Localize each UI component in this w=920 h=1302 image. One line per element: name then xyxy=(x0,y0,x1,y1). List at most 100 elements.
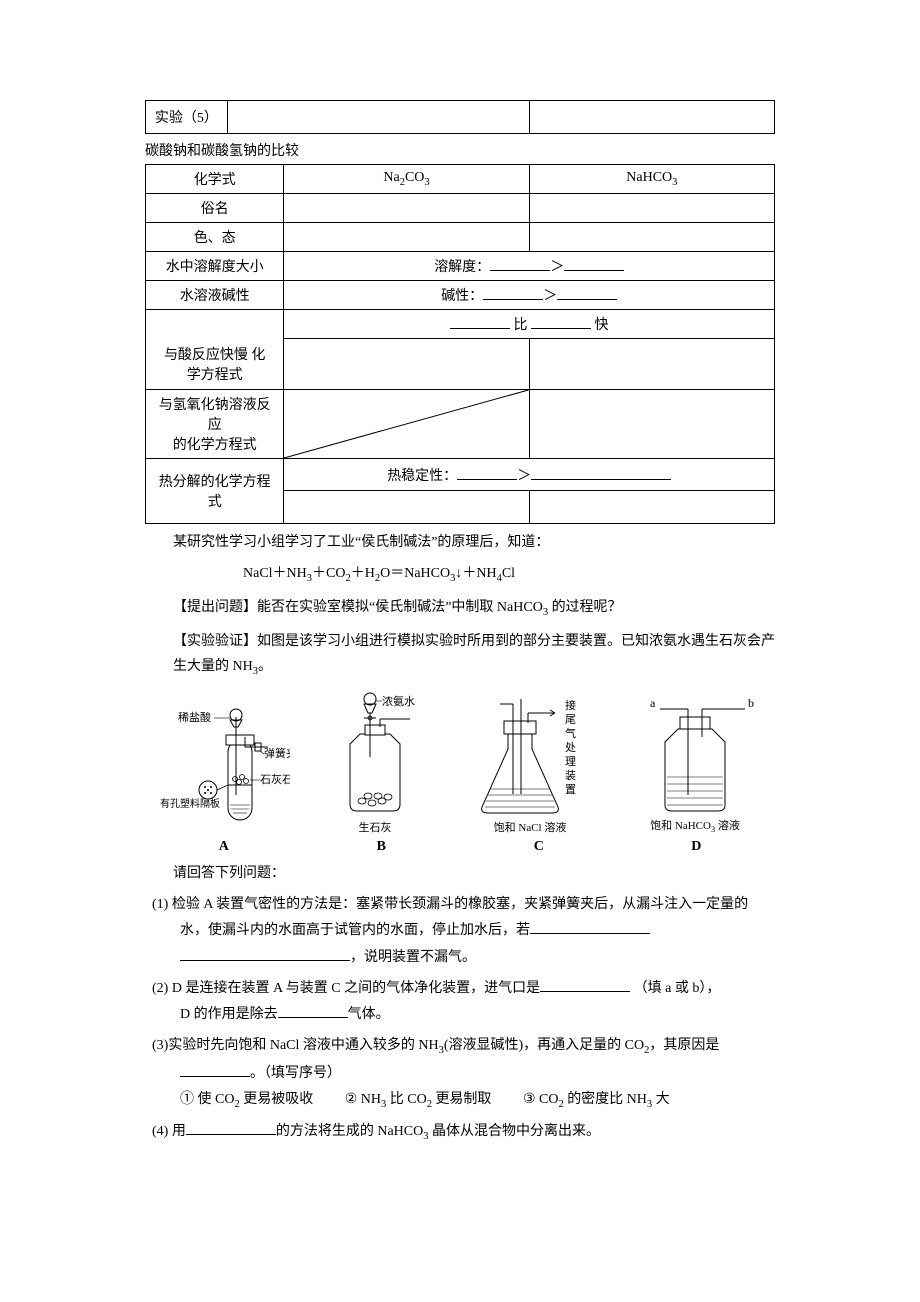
th-nahco3: NaHCO3 xyxy=(529,165,774,194)
blank xyxy=(564,256,624,271)
section-title-compare: 碳酸钠和碳酸氢钠的比较 xyxy=(145,140,775,160)
label-tail4: 处 xyxy=(565,741,576,754)
row-acid-label: 与酸反应快慢 化 学方程式 xyxy=(146,310,284,390)
q1-num: (1) xyxy=(152,897,168,912)
label-tail5: 理 xyxy=(565,755,576,768)
gt-sign: ＞ xyxy=(517,469,531,484)
answer-intro: 请回答下列问题： xyxy=(145,861,775,886)
acid-mid: 比 xyxy=(513,318,527,333)
q-raise-label: 【提出问题】 xyxy=(173,600,257,615)
solub-prefix: 溶解度： xyxy=(434,260,490,275)
label-tail6: 装 xyxy=(565,769,576,782)
gt-sign: ＞ xyxy=(543,289,557,304)
apparatus-c: 接 尾 气 处 理 装 置 饱和 NaCl 溶液 xyxy=(460,689,600,835)
q4-text2: 的方法将生成的 NaHCO3 晶体从混合物中分离出来。 xyxy=(276,1124,600,1139)
row-setai-c2 xyxy=(284,223,529,252)
apparatus-a: 稀盐酸 弹簧夹 石灰石 有孔塑料隔板 xyxy=(160,705,290,835)
label-nacl: 饱和 NaCl 溶液 xyxy=(494,819,567,835)
experiment-cell-mid xyxy=(227,101,529,134)
apparatus-b-svg: 浓氨水 xyxy=(320,689,430,819)
q3: (3)实验时先向饱和 NaCl 溶液中通入较多的 NH3(溶液显碱性)，再通入足… xyxy=(145,1033,775,1115)
q3-opt1: ① 使 CO2 更易被吸收 xyxy=(180,1087,313,1115)
acid-label-l2: 学方程式 xyxy=(187,368,243,383)
label-board: 有孔塑料隔板 xyxy=(160,797,220,810)
label-spring: 弹簧夹 xyxy=(264,746,290,760)
blank xyxy=(531,465,671,480)
apparatus-c-svg: 接 尾 气 处 理 装 置 xyxy=(460,689,600,819)
thermal-prefix: 热稳定性： xyxy=(387,469,457,484)
q2-text1: D 是连接在装置 A 与装置 C 之间的气体净化装置，进气口是 xyxy=(168,981,540,996)
q3-num: (3) xyxy=(152,1038,168,1053)
q1-text2: ，说明装置不漏气。 xyxy=(350,950,476,965)
apparatus-d: a b 饱和 NaHCO3 溶液 xyxy=(630,687,760,834)
label-ammonia: 浓氨水 xyxy=(382,695,415,708)
blank xyxy=(490,256,550,271)
label-tail7: 置 xyxy=(565,783,576,796)
row-naoh-diag xyxy=(284,390,529,459)
q2-num: (2) xyxy=(152,981,168,996)
q1-text1: 检验 A 装置气密性的方法是：塞紧带长颈漏斗的橡胶塞，夹紧弹簧夹后，从漏斗注入一… xyxy=(168,897,748,939)
gt-sign: ＞ xyxy=(550,260,564,275)
row-solub-label: 水中溶解度大小 xyxy=(146,252,284,281)
row-alk-label: 水溶液碱性 xyxy=(146,281,284,310)
q2: (2) D 是连接在装置 A 与装置 C 之间的气体净化装置，进气口是 （填 a… xyxy=(145,976,775,1029)
experiment-cell-label: 实验（5） xyxy=(146,101,228,134)
row-setai-label: 色、态 xyxy=(146,223,284,252)
naoh-l1: 与氢氧化钠溶液反应 xyxy=(159,398,271,433)
blank xyxy=(186,1120,276,1135)
verify: 【实验验证】如图是该学习小组进行模拟实验时所用到的部分主要装置。已知浓氨水遇生石… xyxy=(145,629,775,682)
letter-d: D xyxy=(618,839,776,855)
acid-end: 快 xyxy=(594,318,608,333)
q3-opt2: ② NH3 比 CO2 更易制取 xyxy=(345,1087,492,1115)
q4-num: (4) xyxy=(152,1124,168,1139)
blank xyxy=(180,1062,250,1077)
row-acid-c2 xyxy=(284,339,529,390)
label-a: a xyxy=(650,696,656,710)
naoh-l2: 的化学方程式 xyxy=(173,438,257,453)
alk-prefix: 碱性： xyxy=(441,289,483,304)
row-suming-c3 xyxy=(529,194,774,223)
q2-text2: D 的作用是除去 xyxy=(180,1007,278,1022)
q2-text3: 气体。 xyxy=(348,1007,390,1022)
blank xyxy=(278,1003,348,1018)
blank xyxy=(457,465,517,480)
question-raise: 【提出问题】能否在实验室模拟“侯氏制碱法”中制取 NaHCO3 的过程呢？ xyxy=(145,595,775,623)
acid-label-l1: 与酸反应快慢 化 xyxy=(164,348,266,363)
verify-text: 如图是该学习小组进行模拟实验时所用到的部分主要装置。已知浓氨水遇生石灰会产生大量… xyxy=(173,634,775,674)
row-thermal-top: 热稳定性： ＞ xyxy=(284,459,775,491)
row-naoh-c3 xyxy=(529,390,774,459)
experiment-table: 实验（5） xyxy=(145,100,775,134)
row-alk-content: 碱性： ＞ xyxy=(284,281,775,310)
label-tail2: 尾 xyxy=(565,713,576,726)
apparatus-a-svg: 稀盐酸 弹簧夹 石灰石 有孔塑料隔板 xyxy=(160,705,290,835)
row-naoh-label: 与氢氧化钠溶液反应 的化学方程式 xyxy=(146,390,284,459)
blank xyxy=(450,314,510,329)
q3-text1: 实验时先向饱和 NaCl 溶液中通入较多的 NH3(溶液显碱性)，再通入足量的 … xyxy=(168,1038,719,1053)
letter-c: C xyxy=(460,839,618,855)
body-intro: 某研究性学习小组学习了工业“侯氏制碱法”的原理后，知道： xyxy=(145,530,775,555)
label-nahco3: 饱和 NaHCO3 溶液 xyxy=(650,817,740,834)
label-limestone: 石灰石 xyxy=(260,772,290,786)
blank xyxy=(483,285,543,300)
q4: (4) 用 的方法将生成的 NaHCO3 晶体从混合物中分离出来。 xyxy=(145,1119,775,1147)
q2-hint: （填 a 或 b）， xyxy=(634,981,721,996)
row-suming-c2 xyxy=(284,194,529,223)
row-acid-top: 比 快 xyxy=(284,310,775,339)
label-b: b xyxy=(748,696,754,710)
verify-label: 【实验验证】 xyxy=(173,634,257,649)
row-thermal-label: 热分解的化学方程式 xyxy=(146,459,284,524)
experiment-cell-right xyxy=(529,101,774,134)
apparatus-b: 浓氨水 生石灰 xyxy=(320,689,430,835)
q4-text1: 用 xyxy=(168,1124,186,1139)
blank xyxy=(531,314,591,329)
equation: NaCl＋NH3＋CO2＋H2O＝NaHCO3↓＋NH4Cl xyxy=(145,561,775,589)
row-suming-label: 俗名 xyxy=(146,194,284,223)
row-acid-c3 xyxy=(529,339,774,390)
th-na2co3: Na2CO3 xyxy=(284,165,529,194)
q-raise-text: 能否在实验室模拟“侯氏制碱法”中制取 NaHCO3 的过程呢？ xyxy=(257,600,622,615)
label-tail3: 气 xyxy=(565,726,576,740)
row-thermal-c2 xyxy=(284,491,529,524)
diagonal-line-icon xyxy=(284,390,528,458)
blank xyxy=(540,977,630,992)
blank xyxy=(180,946,350,961)
